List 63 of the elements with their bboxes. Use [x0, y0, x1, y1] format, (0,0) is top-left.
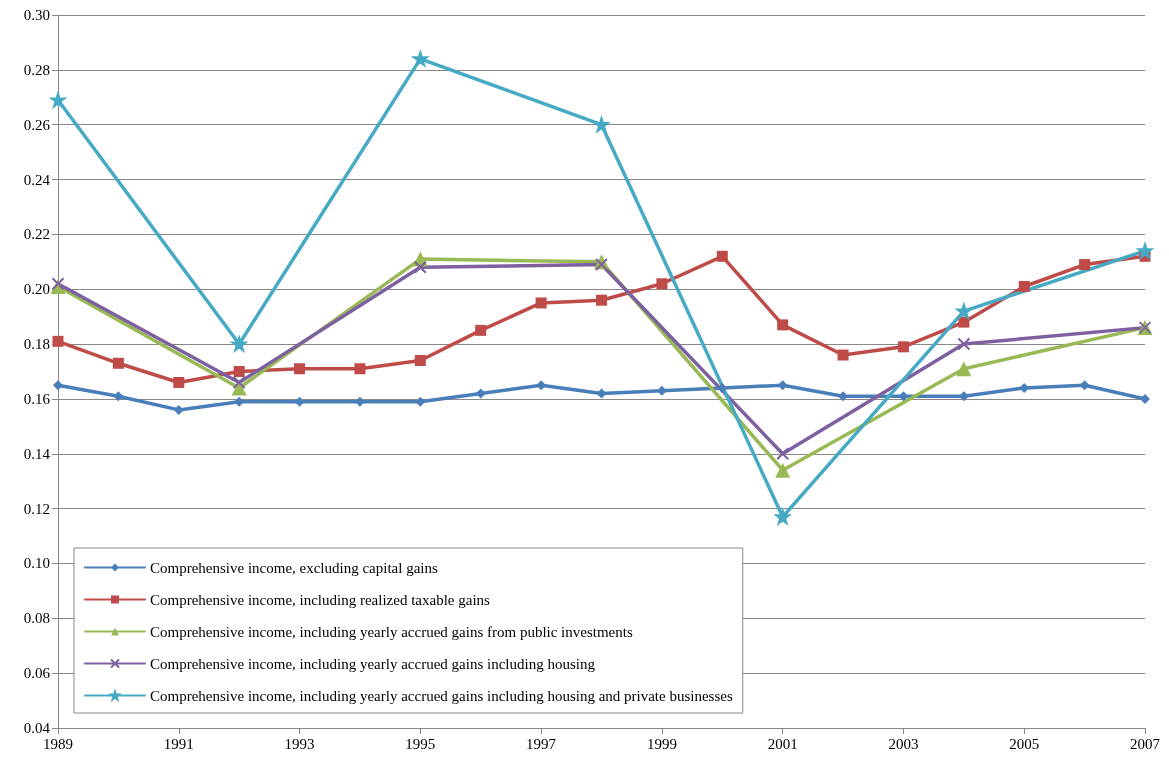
y-tick-label: 0.24	[23, 171, 51, 188]
point	[1140, 393, 1150, 404]
point	[897, 341, 909, 353]
point	[775, 462, 791, 478]
point	[475, 388, 486, 399]
point	[294, 363, 306, 375]
y-tick-label: 0.28	[23, 61, 50, 78]
legend-label: Comprehensive income, including yearly accrued gains including housing	[150, 655, 596, 672]
point	[113, 391, 124, 402]
y-tick-label: 0.04	[23, 720, 51, 736]
x-tick-label: 2001	[767, 735, 798, 752]
point	[413, 260, 427, 274]
point	[354, 363, 366, 375]
point	[954, 301, 972, 320]
point	[1079, 259, 1091, 271]
y-tick-label: 0.14	[23, 445, 51, 462]
point	[595, 258, 608, 272]
point	[112, 357, 124, 369]
point	[775, 509, 791, 525]
x-tick-label: 1997	[526, 735, 557, 752]
point	[1137, 243, 1153, 259]
point	[956, 361, 972, 377]
legend-label: Comprehensive income, including yearly accrued gains from public investments	[150, 623, 633, 640]
y-tick-label: 0.30	[23, 7, 50, 23]
point	[958, 316, 970, 328]
legend-label: Comprehensive income, including realized taxable gains	[150, 591, 491, 608]
point	[173, 404, 184, 415]
x-tick-label: 1993	[284, 735, 315, 752]
y-tick-label: 0.10	[23, 555, 50, 572]
x-tick-label: 1999	[646, 735, 677, 752]
point	[173, 376, 185, 388]
x-tick-label: 2007	[1130, 735, 1161, 752]
point	[232, 375, 246, 389]
point	[594, 117, 609, 133]
y-tick-label: 0.20	[23, 281, 50, 298]
x-tick-label: 1991	[163, 735, 194, 752]
point	[957, 337, 971, 351]
point	[53, 380, 63, 391]
point	[475, 324, 487, 336]
point	[414, 355, 426, 367]
point	[535, 297, 547, 309]
point	[1018, 280, 1030, 292]
point	[656, 278, 668, 290]
legend-label: Comprehensive income, excluding capital gains	[150, 559, 438, 576]
x-tick-label: 1989	[43, 735, 73, 752]
point	[777, 319, 789, 331]
point	[233, 366, 245, 377]
x-tick-label: 1995	[405, 735, 436, 752]
point	[716, 250, 728, 262]
y-tick-label: 0.12	[23, 500, 50, 517]
y-tick-label: 0.06	[23, 665, 51, 682]
y-tick-label: 0.22	[23, 226, 50, 243]
y-tick-label: 0.16	[23, 390, 51, 407]
y-tick-label: 0.26	[23, 116, 51, 133]
point	[837, 349, 849, 361]
point	[596, 294, 607, 306]
legend-label: Comprehensive income, including yearly accrued gains including housing and private businesses	[150, 687, 733, 704]
point	[52, 335, 64, 347]
y-tick-label: 0.18	[23, 336, 50, 353]
point	[412, 51, 428, 67]
x-tick-label: 2003	[888, 735, 919, 752]
y-tick-label: 0.08	[23, 610, 50, 627]
x-tick-label: 2005	[1009, 735, 1040, 752]
